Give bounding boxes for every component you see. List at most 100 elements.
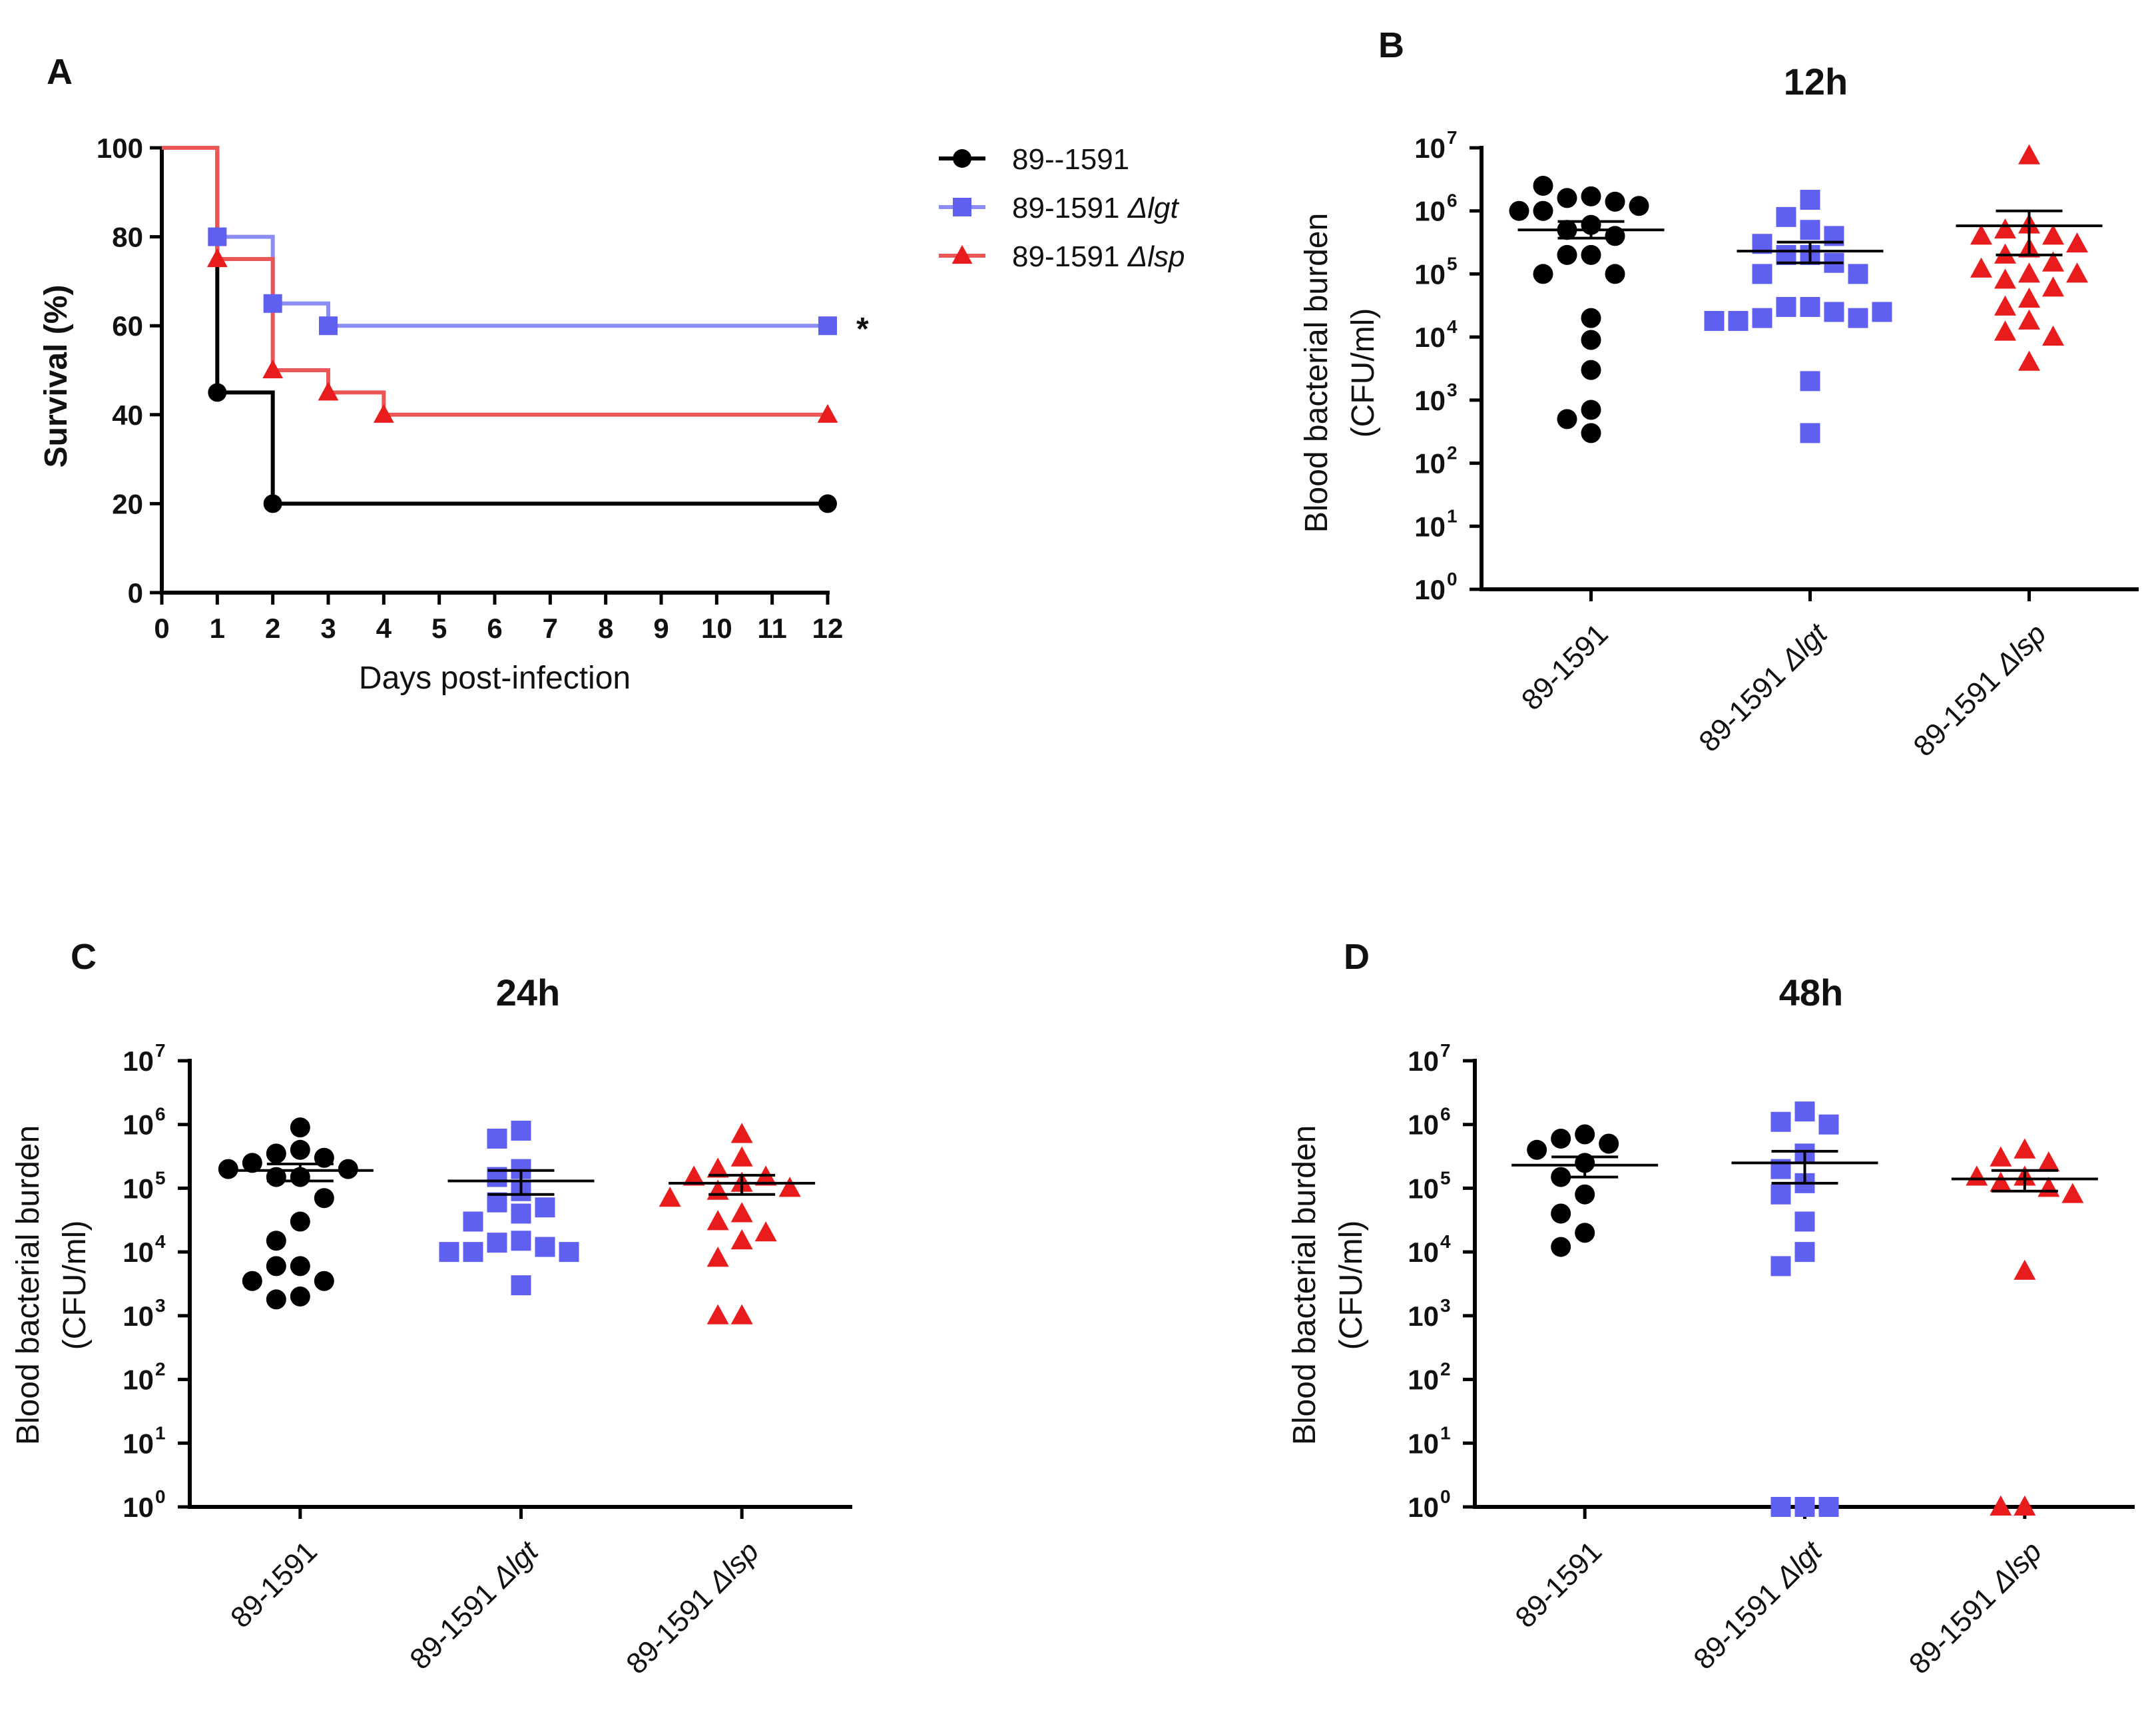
data-point [242, 1153, 262, 1173]
panel-a-x-tick-label: 11 [757, 613, 786, 644]
y-tick-label: 10 [1408, 1492, 1439, 1523]
km-line-2 [162, 146, 828, 417]
y-axis-label-units: (CFU/ml) [1334, 1221, 1369, 1350]
y-tick-exponent: 0 [1447, 569, 1458, 589]
data-point [1970, 257, 1992, 278]
data-point [1794, 1242, 1815, 1263]
y-axis-label: Blood bacterial burden [1299, 213, 1334, 533]
y-tick-label: 10 [123, 1492, 154, 1523]
data-point [1575, 1124, 1595, 1145]
y-tick-label: 10 [123, 1045, 154, 1077]
panel-a-x-tick-label: 9 [653, 613, 669, 644]
panel-a-x-tick-label: 3 [320, 613, 336, 644]
data-point [706, 1210, 729, 1231]
data-point [778, 1177, 801, 1197]
data-point [1770, 1256, 1791, 1277]
data-point [1557, 244, 1577, 265]
data-point [1728, 310, 1749, 331]
legend-label-main: 89--1591 [1012, 143, 1129, 176]
data-point [2018, 309, 2040, 330]
data-point [1770, 1111, 1791, 1132]
y-tick-label: 10 [1408, 1109, 1439, 1141]
data-point [1776, 206, 1796, 227]
data-point [535, 1197, 555, 1218]
legend-label: 89-1591 Δlsp [1012, 240, 1185, 273]
data-point [1575, 1223, 1595, 1243]
point-group-0 [1527, 1124, 1619, 1257]
legend-item: 89-1591 Δlsp [939, 240, 1185, 273]
data-point [2014, 1259, 2036, 1280]
data-point [1966, 1165, 1988, 1186]
panel-a-x-tick-label: 6 [487, 613, 502, 644]
y-tick-exponent: 5 [1440, 1167, 1451, 1188]
y-axis-label: Blood bacterial burden [1287, 1125, 1322, 1445]
panel-a-x-tick-label: 4 [376, 613, 392, 644]
km-marker [263, 494, 282, 513]
data-point [1990, 1495, 2012, 1516]
data-point [1800, 190, 1820, 210]
panel-a-y-axis-label: Survival (%) [39, 285, 74, 468]
data-point [706, 1157, 729, 1178]
y-tick-label: 10 [1414, 133, 1446, 164]
data-point [2061, 1183, 2084, 1203]
y-axis-label-units: (CFU/ml) [1346, 308, 1381, 438]
y-tick-exponent: 0 [1440, 1486, 1451, 1507]
y-tick-exponent: 7 [1447, 127, 1458, 148]
data-point [2037, 1151, 2060, 1172]
data-point [706, 1247, 729, 1267]
data-point [1581, 244, 1601, 265]
legend-marker [953, 149, 971, 168]
y-tick-exponent: 6 [155, 1104, 166, 1125]
km-marker [373, 404, 394, 423]
legend-label: 89--1591 [1012, 143, 1129, 176]
data-point [2018, 287, 2040, 308]
data-point [1794, 1497, 1815, 1517]
data-point [1527, 1139, 1547, 1160]
data-point [535, 1237, 555, 1257]
data-point [1551, 1128, 1571, 1149]
km-marker [262, 359, 284, 379]
panel-a-x-tick-label: 8 [598, 613, 613, 644]
panel-a-letter: A [47, 52, 73, 92]
panel-a-x-tick-label: 12 [812, 613, 844, 644]
legend-label-main: 89-1591 [1012, 240, 1128, 273]
data-point [1794, 1211, 1815, 1232]
y-tick-label: 10 [123, 1364, 154, 1396]
data-point [1770, 1184, 1791, 1205]
y-tick-label: 10 [123, 1300, 154, 1332]
km-marker [206, 248, 228, 268]
data-point [1581, 308, 1601, 328]
data-point [290, 1286, 310, 1307]
y-tick-label: 10 [123, 1237, 154, 1268]
y-tick-label: 10 [1408, 1300, 1439, 1332]
data-point [559, 1242, 579, 1263]
y-tick-exponent: 7 [1440, 1040, 1451, 1061]
data-point [314, 1188, 334, 1209]
y-tick-exponent: 2 [155, 1359, 166, 1380]
point-group-0 [1509, 176, 1649, 443]
km-marker [208, 383, 227, 402]
panel-a-x-tick-label: 7 [543, 613, 558, 644]
data-point [2014, 1495, 2036, 1516]
data-point [1533, 264, 1553, 284]
panel-letter: B [1378, 25, 1404, 65]
data-point [1800, 371, 1820, 392]
y-tick-label: 10 [1414, 258, 1446, 290]
panel-a-x-tick-label: 2 [265, 613, 280, 644]
data-point [1551, 1237, 1571, 1257]
data-point [659, 1187, 681, 1207]
data-point [1575, 1184, 1595, 1205]
data-point [290, 1117, 310, 1138]
data-point [290, 1139, 310, 1160]
data-point [1994, 218, 2016, 239]
y-tick-exponent: 4 [1447, 316, 1458, 337]
data-point [1752, 264, 1772, 284]
data-point [2018, 262, 2040, 283]
y-tick-exponent: 6 [1447, 190, 1458, 211]
legend-label-italic: Δlgt [1127, 192, 1180, 224]
y-tick-exponent: 5 [155, 1167, 166, 1188]
data-point [1581, 400, 1601, 420]
data-point [2014, 1138, 2036, 1159]
data-point [2042, 276, 2064, 297]
data-point [1581, 423, 1601, 443]
